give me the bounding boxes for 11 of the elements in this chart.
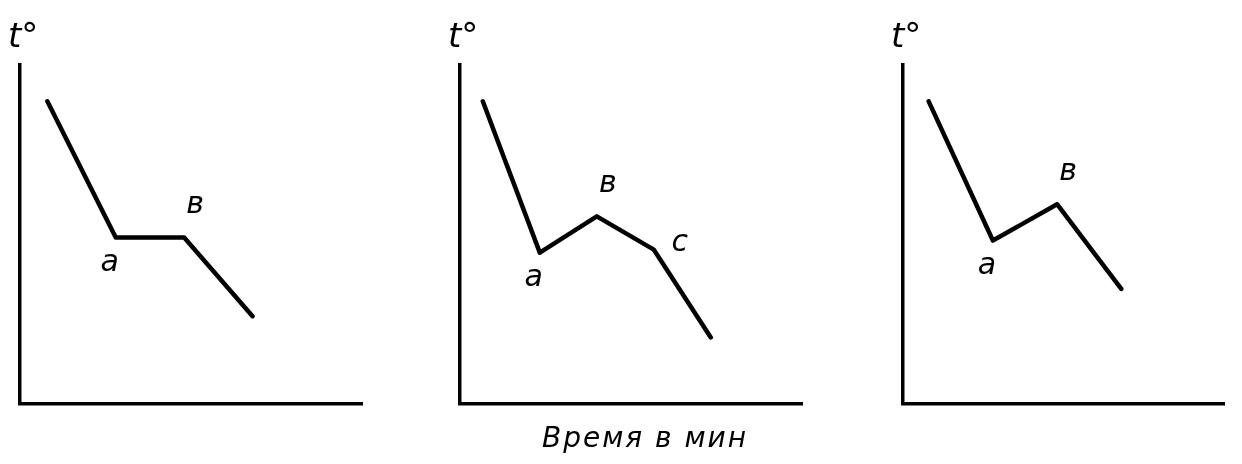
annotation: в bbox=[1059, 152, 1077, 188]
annotation: а bbox=[977, 246, 997, 282]
annotation: а bbox=[524, 258, 543, 294]
y-axis-title: t° bbox=[891, 15, 922, 55]
annotation: в bbox=[186, 185, 204, 221]
annotation: с bbox=[671, 223, 689, 259]
annotation: в bbox=[598, 164, 617, 200]
y-axis-title: t° bbox=[8, 15, 39, 55]
y-axis-title: t° bbox=[448, 15, 479, 55]
annotation: а bbox=[100, 243, 119, 279]
x-axis-title: Время в мин bbox=[541, 421, 749, 455]
